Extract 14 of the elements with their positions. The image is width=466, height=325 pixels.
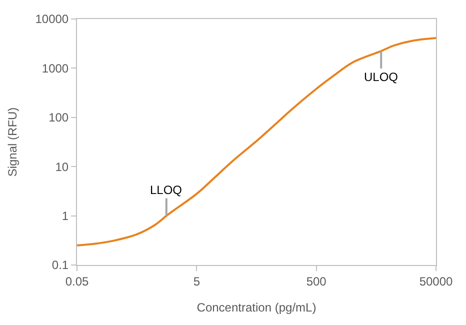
y-tick-label: 10000 — [35, 12, 69, 26]
y-tick-label: 1 — [62, 209, 69, 223]
x-tick-label: 50000 — [419, 274, 454, 288]
y-tick-label: 10 — [55, 160, 69, 174]
x-tick-label: 500 — [306, 274, 327, 288]
x-axis-title: Concentration (pg/mL) — [196, 300, 316, 314]
annotation: ULOQ — [364, 70, 398, 84]
x-tick-label: 5 — [193, 274, 200, 288]
annotation: LLOQ — [150, 183, 182, 197]
y-tick-label: 0.1 — [52, 258, 69, 272]
y-tick-label: 1000 — [42, 61, 69, 76]
y-tick-label: 100 — [48, 110, 69, 125]
y-axis-title: Signal (RFU) — [6, 107, 20, 177]
x-tick-label: 0.05 — [65, 274, 89, 288]
